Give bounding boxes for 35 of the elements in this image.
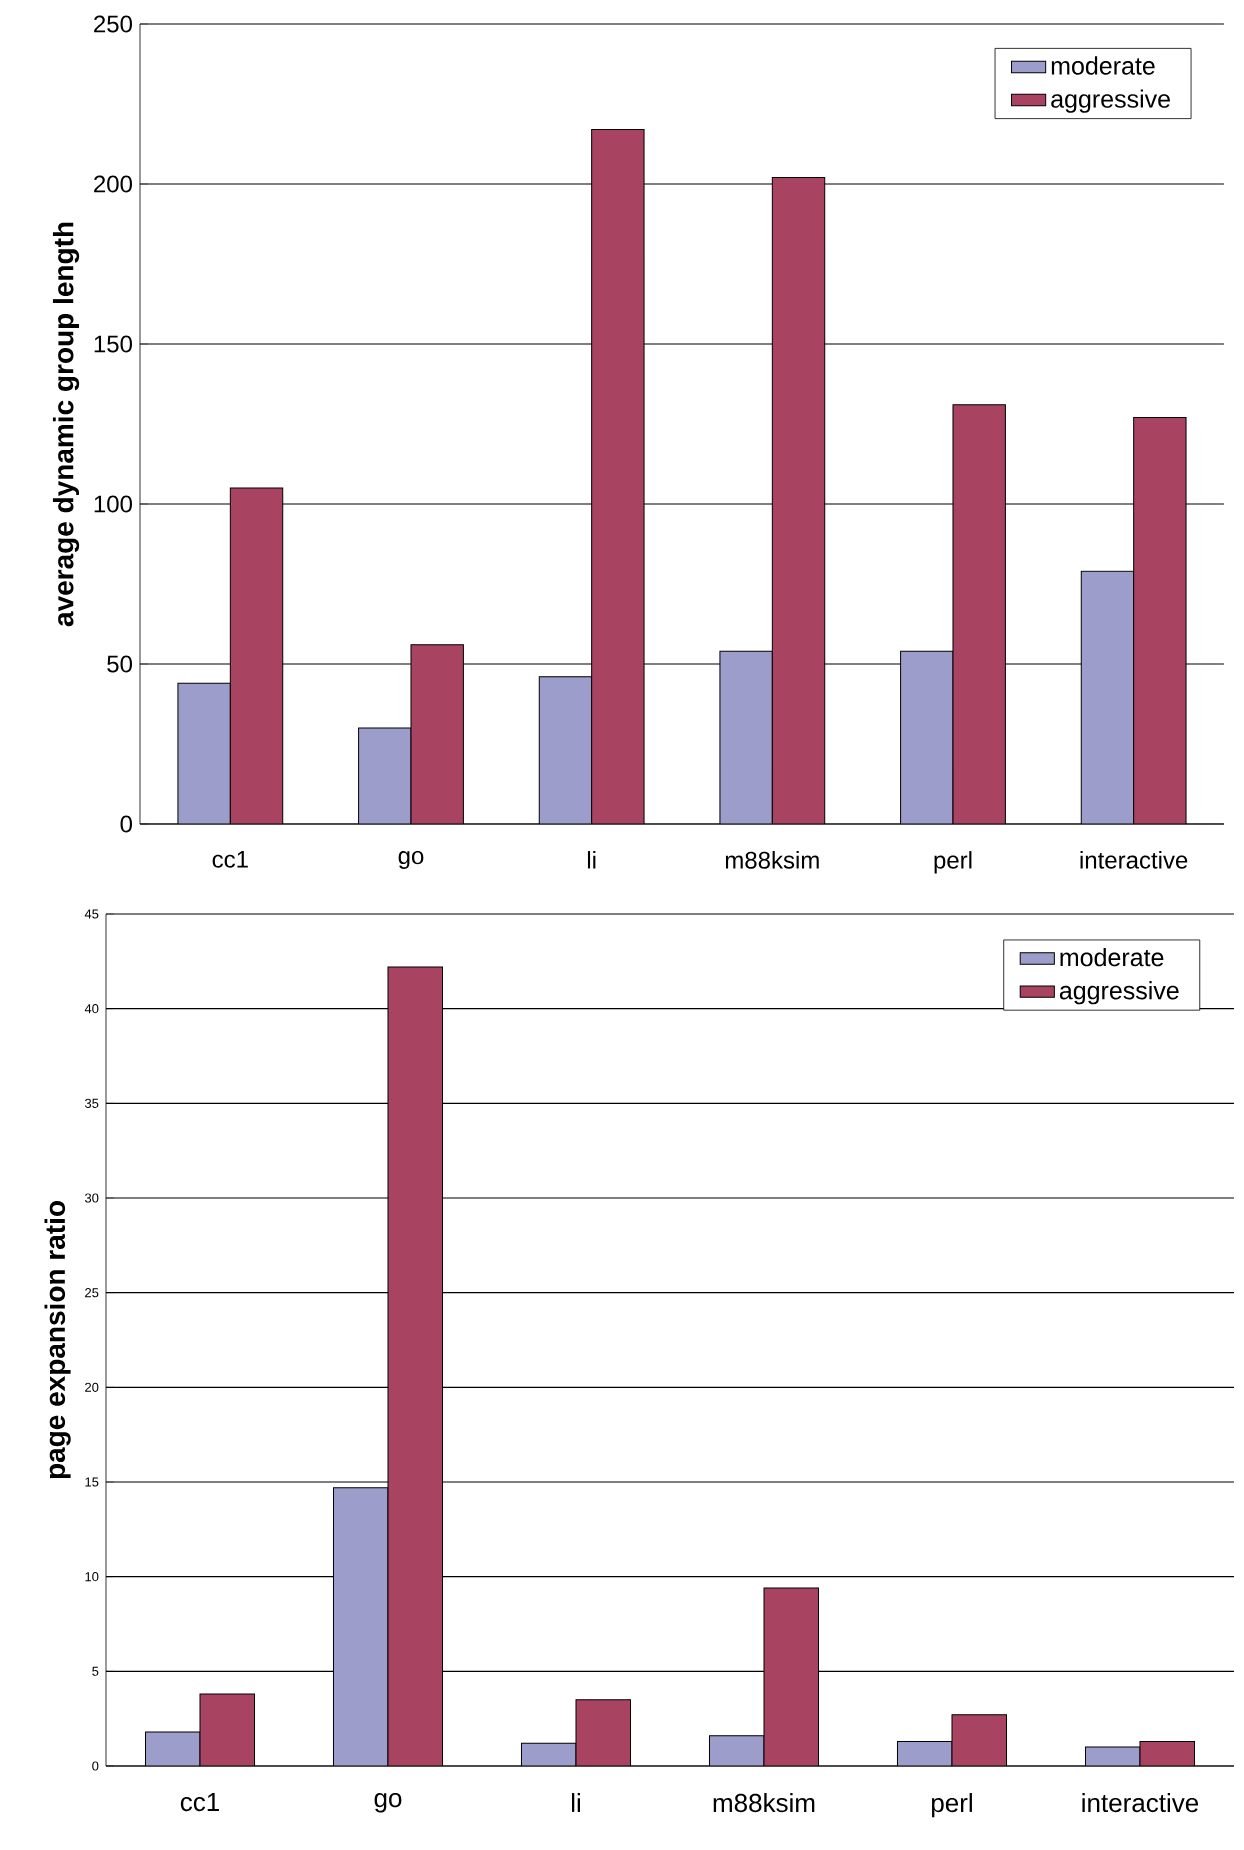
y-tick-label: 100 (94, 495, 132, 513)
bar (591, 129, 645, 824)
x-tick-label: cc1 (180, 1793, 219, 1812)
legend-label: aggressive (1059, 981, 1179, 1005)
x-tick-label: go (374, 1793, 402, 1813)
bar (708, 1735, 765, 1766)
y-tick-label: 150 (94, 335, 132, 353)
y-tick-label: 50 (107, 655, 132, 673)
legend-label: moderate (1051, 56, 1155, 75)
x-tick-label: interactive (1080, 851, 1188, 869)
bar (771, 177, 826, 824)
bar (144, 1731, 201, 1766)
y-axis-title: page expansion ratio (44, 1201, 71, 1479)
legend-label: aggressive (1051, 89, 1170, 113)
x-tick-label: perl (934, 851, 972, 874)
x-tick-label: go (398, 851, 424, 869)
bar (410, 644, 464, 824)
x-tick-label: m88ksim (713, 1793, 815, 1813)
x-tick-label: m88ksim (725, 851, 819, 869)
bar (521, 1743, 576, 1766)
y-tick-label: 250 (94, 15, 132, 33)
legend-label: moderate (1060, 947, 1164, 967)
bar (1133, 417, 1187, 824)
bar (332, 1487, 389, 1766)
bar (897, 1741, 952, 1766)
bar (952, 404, 1006, 824)
x-tick-label: perl (931, 1793, 972, 1818)
bar (229, 487, 284, 824)
y-axis-title: average dynamic group length (52, 222, 80, 627)
x-tick-label: interactive (1082, 1793, 1199, 1813)
x-tick-label: li (571, 1793, 581, 1812)
x-tick-label: li (587, 851, 596, 869)
x-tick-label: cc1 (212, 851, 248, 868)
y-tick-label: 0 (120, 815, 133, 833)
y-tick-label: 200 (94, 175, 132, 193)
